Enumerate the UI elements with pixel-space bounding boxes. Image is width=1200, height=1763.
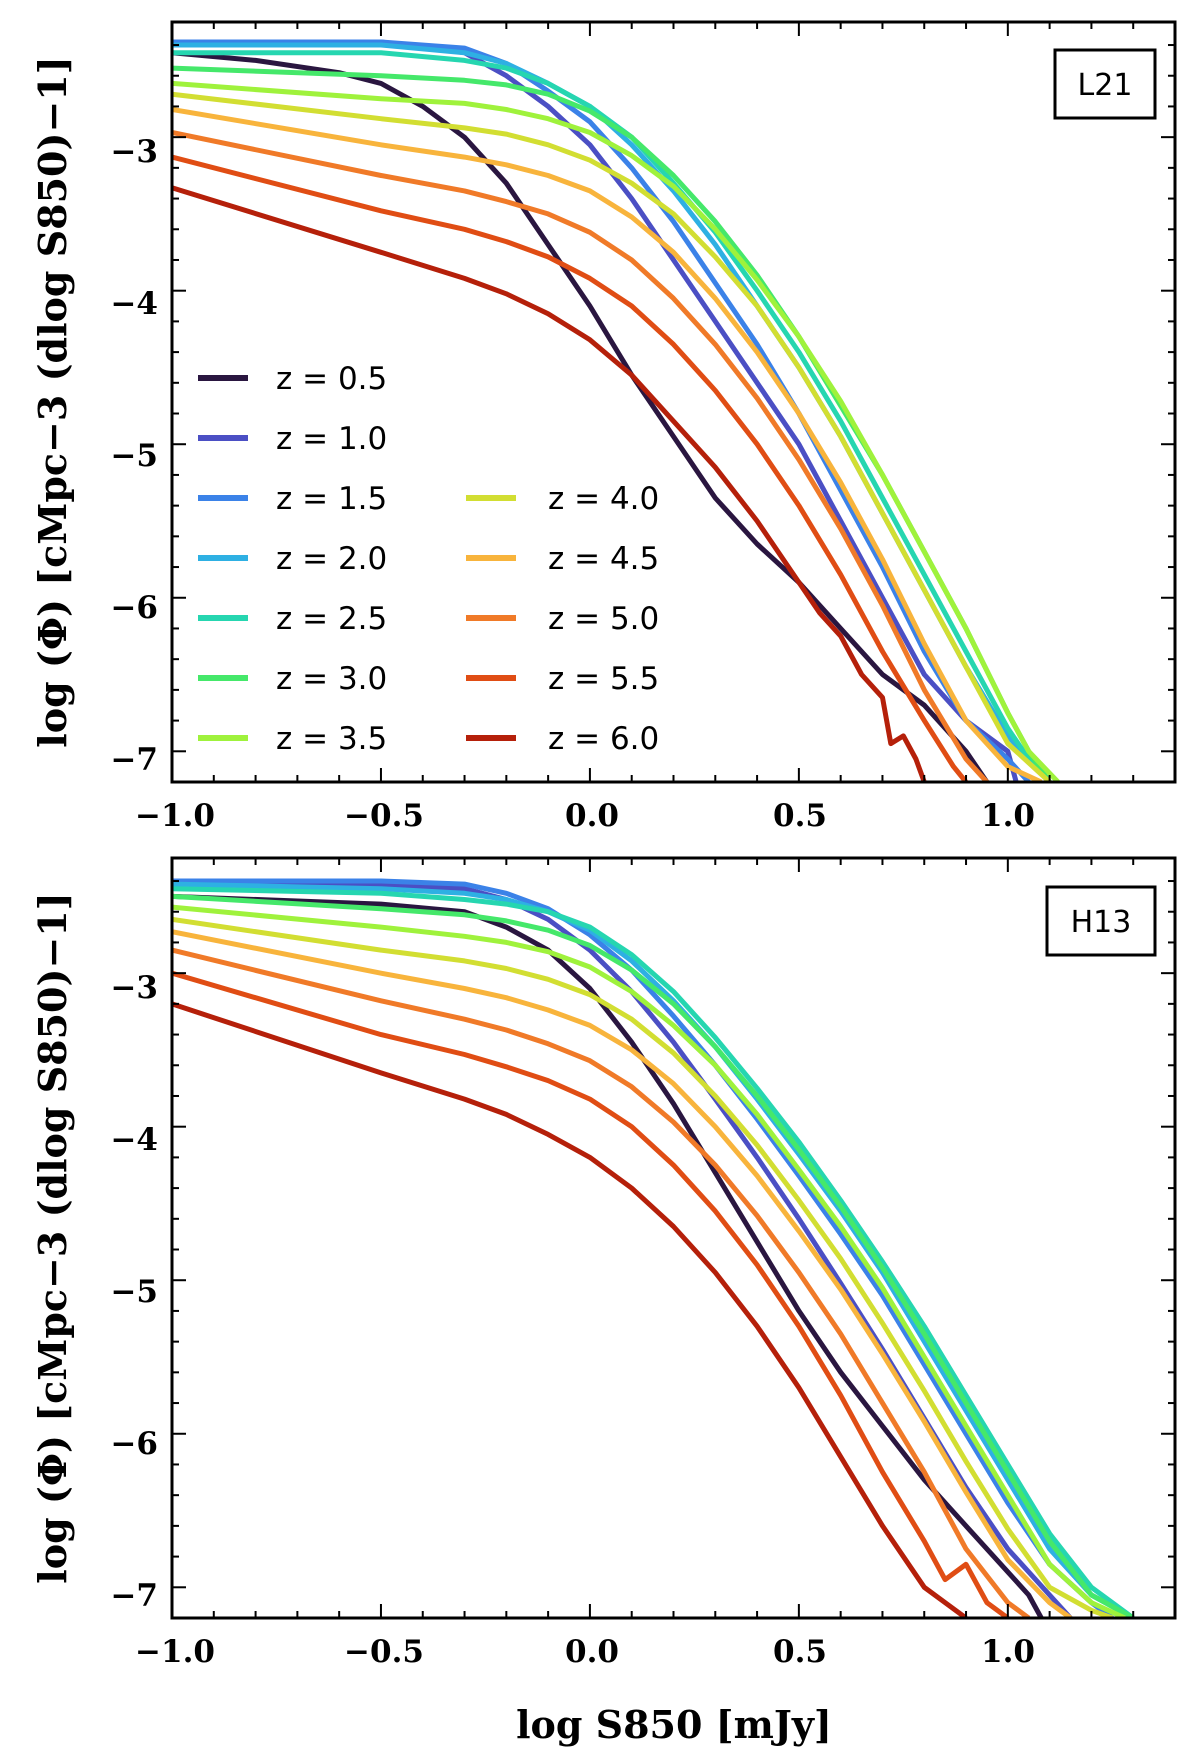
series-line [172,154,968,782]
y-tick-labels: −3 −4 −5 −6 −7 [110,970,158,1614]
axis-ticks [171,22,1176,783]
series-line [172,50,1052,782]
legend-label: z = 1.5 [276,481,387,517]
series-line [172,947,1031,1618]
legend-label: z = 3.5 [276,721,387,757]
series-line [172,970,1010,1618]
x-tick-label: 0.5 [773,1634,827,1670]
x-tick-label: 0.0 [565,1634,619,1670]
panel-tag-box [1053,48,1157,120]
panel-l21: −1.0 −0.5 0.0 0.5 1.0 −3 −4 −5 −6 −7 log… [30,20,1177,834]
series-line [172,878,1114,1618]
y-axis-label: log (Φ) [cMpc−3 (dlog S850)−1] [30,892,75,1583]
y-tick-labels: −3 −4 −5 −6 −7 [110,134,158,778]
panel-tag-label: H13 [1071,905,1132,940]
x-tick-label: 1.0 [981,1634,1035,1670]
series-line [172,91,1052,782]
legend-label: z = 1.0 [276,421,387,457]
legend-label: z = 4.0 [548,481,659,517]
legend: z = 0.5 z = 1.0 z = 1.5 z = 2.0 z = 2.5 … [198,361,659,757]
x-tick-label: 0.0 [565,798,619,834]
x-tick-labels: −1.0 −0.5 0.0 0.5 1.0 [135,798,1035,834]
panel-h13: −1.0 −0.5 0.0 0.5 1.0 −3 −4 −5 −6 −7 log… [30,856,1177,1747]
x-tick-label: −1.0 [135,798,215,834]
series-line [172,929,1072,1618]
legend-label: z = 3.0 [276,661,387,697]
x-tick-label: 1.0 [981,798,1035,834]
y-tick-label: −3 [110,134,158,170]
panel-tag: L21 [1053,48,1157,120]
legend-label: z = 5.5 [548,661,659,697]
series-line [172,185,927,782]
y-tick-label: −6 [110,590,158,626]
series-line [172,130,989,782]
panel-tag-box [1045,885,1157,957]
series-line [172,878,1073,1618]
x-tick-label: −1.0 [135,1634,215,1670]
y-tick-label: −5 [110,438,158,474]
panel-tag: H13 [1045,885,1157,957]
series-line [172,916,1114,1618]
x-tick-label: −0.5 [344,1634,424,1670]
series-line [172,904,1126,1618]
series-group [172,878,1135,1618]
y-tick-label: −3 [110,970,158,1006]
series-line [172,893,1044,1618]
x-tick-label: −0.5 [344,798,424,834]
legend-label: z = 6.0 [548,721,659,757]
series-line [172,1001,968,1618]
y-tick-label: −7 [110,1578,158,1614]
y-tick-label: −5 [110,1274,158,1310]
legend-label: z = 2.0 [276,541,387,577]
x-axis-label: log S850 [mJy] [516,1702,832,1747]
y-tick-label: −4 [110,286,158,322]
axis-ticks [171,858,1176,1619]
y-tick-label: −4 [110,1122,158,1158]
legend-label: z = 2.5 [276,601,387,637]
y-tick-label: −6 [110,1426,158,1462]
y-axis-label: log (Φ) [cMpc−3 (dlog S850)−1] [30,56,75,747]
legend-label: z = 5.0 [548,601,659,637]
legend-label: z = 4.5 [548,541,659,577]
series-line [172,80,1060,782]
x-tick-label: 0.5 [773,798,827,834]
panel-tag-label: L21 [1078,68,1133,103]
series-line [172,893,1135,1618]
y-tick-label: −7 [110,742,158,778]
legend-label: z = 0.5 [276,361,387,397]
series-line [172,107,1043,782]
series-group [172,39,1060,782]
series-line [172,886,1135,1618]
x-tick-labels: −1.0 −0.5 0.0 0.5 1.0 [135,1634,1035,1670]
